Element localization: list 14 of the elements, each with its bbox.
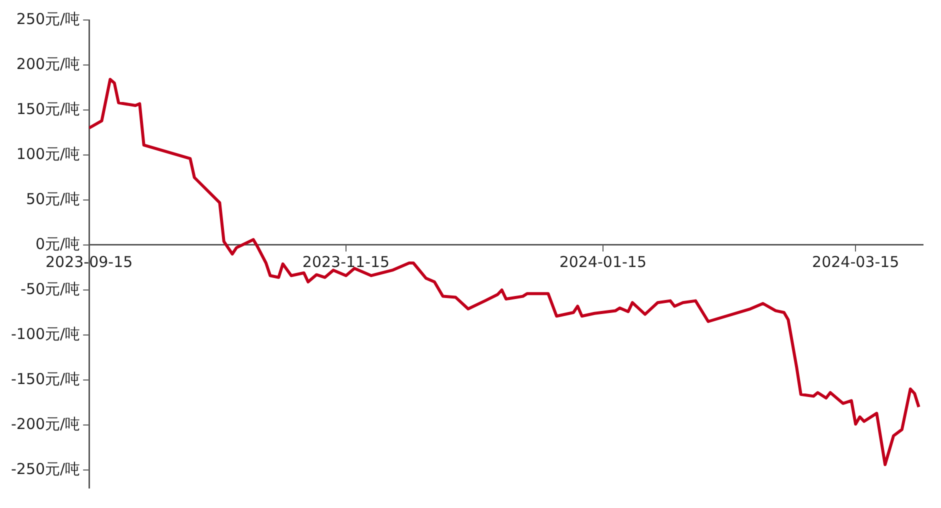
y-tick-label: 150元/吨: [16, 100, 80, 118]
y-tick-label: 50元/吨: [26, 190, 80, 208]
y-tick-label: 250元/吨: [16, 10, 80, 28]
y-tick-label: -250元/吨: [10, 460, 80, 478]
y-tick-label: 200元/吨: [16, 54, 80, 73]
y-tick-label: 100元/吨: [16, 144, 80, 163]
y-tick-label: -150元/吨: [10, 370, 80, 388]
y-tick-label: -200元/吨: [10, 414, 80, 433]
x-tick-label: 2023-11-15: [302, 252, 390, 271]
y-tick-label: -50元/吨: [20, 280, 80, 298]
x-tick-label: 2024-01-15: [559, 252, 647, 271]
y-tick-label: -100元/吨: [10, 324, 80, 343]
x-tick-label: 2024-03-15: [812, 252, 900, 271]
y-tick-label: 0元/吨: [35, 234, 80, 253]
